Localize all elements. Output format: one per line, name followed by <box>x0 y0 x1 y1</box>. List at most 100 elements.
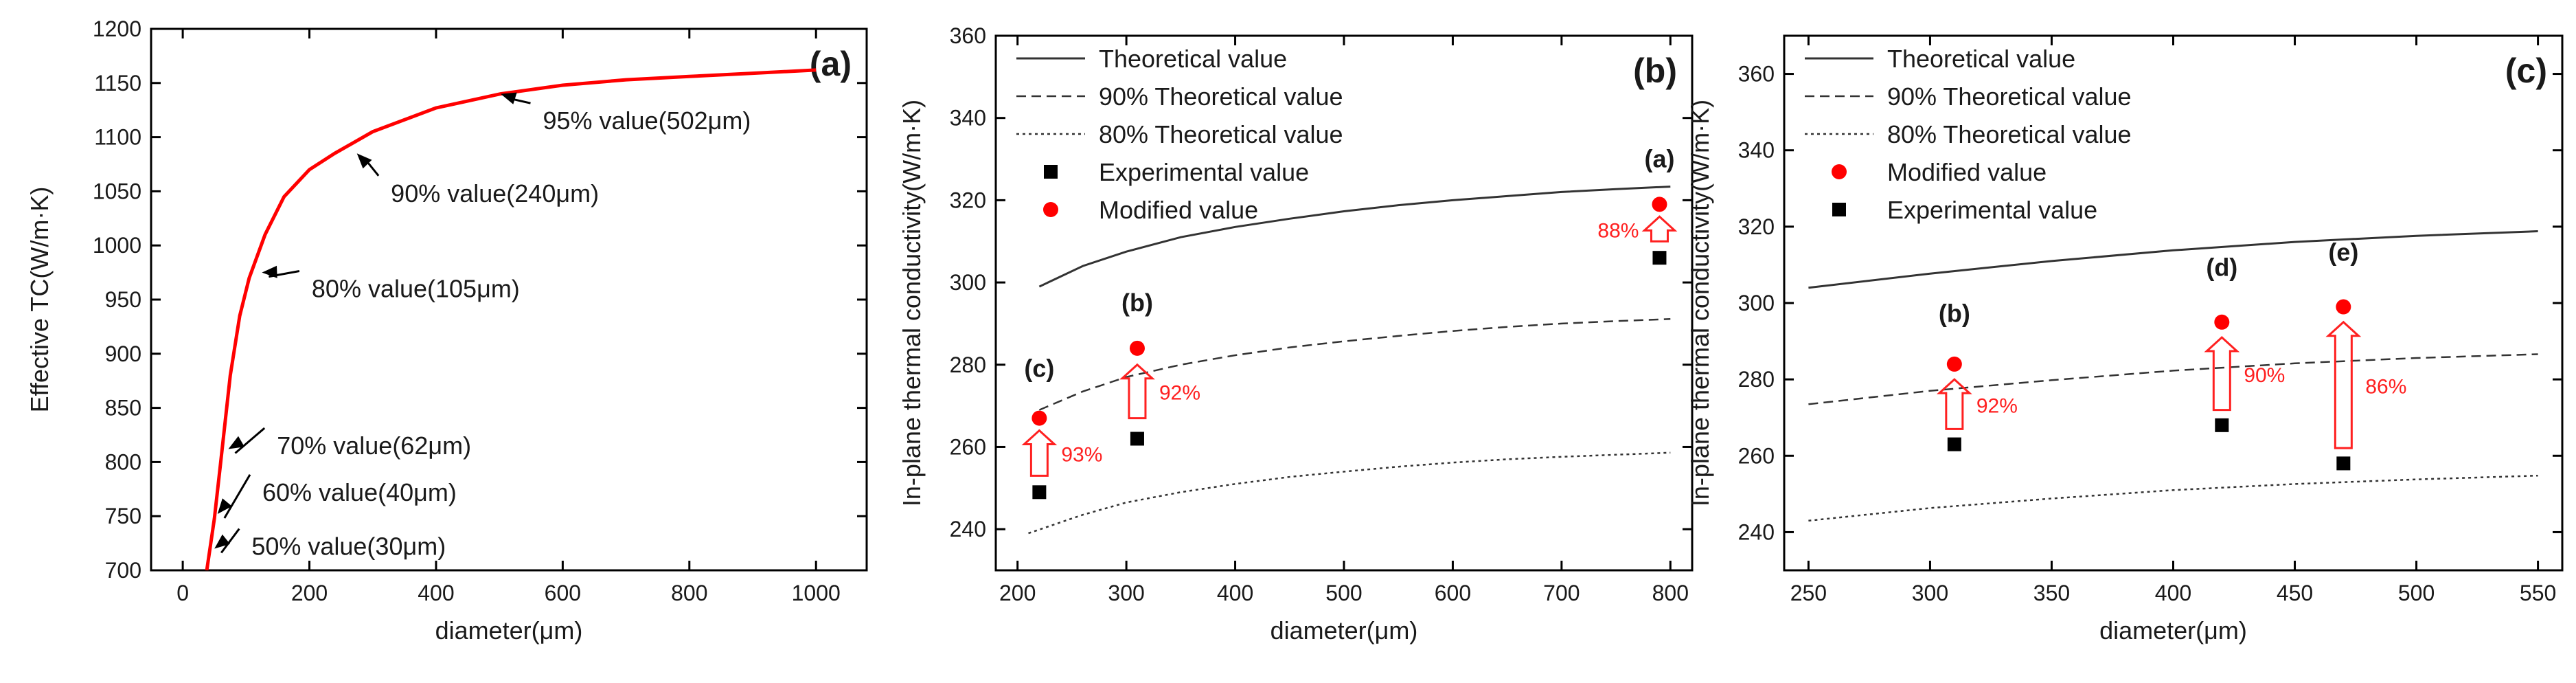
y-tick-label: 260 <box>950 434 986 459</box>
experimental-point <box>1032 485 1047 500</box>
annotation-label: 80% value(105μm) <box>312 274 520 302</box>
point-label: (e) <box>2328 238 2358 266</box>
x-tick-label: 200 <box>999 581 1036 605</box>
legend-label: 90% Theoretical value <box>1887 82 2132 111</box>
legend-label: 80% Theoretical value <box>1887 120 2132 148</box>
y-tick-label: 320 <box>1738 214 1775 239</box>
modified-point <box>2336 299 2351 315</box>
y-tick-label: 700 <box>105 558 141 583</box>
y-tick-label: 320 <box>950 188 986 212</box>
annotation-label: 95% value(502μm) <box>543 107 751 135</box>
x-tick-label: 800 <box>1652 581 1689 605</box>
x-tick-label: 450 <box>2277 581 2313 605</box>
improvement-arrow <box>1021 429 1058 477</box>
panel-label: (a) <box>810 45 852 83</box>
annotation-label: 70% value(62μm) <box>277 432 471 460</box>
experimental-point <box>2336 456 2351 471</box>
annotation-arrow-line <box>223 474 251 519</box>
percent-label: 88% <box>1597 219 1639 242</box>
modified-point <box>1652 197 1667 212</box>
experimental-point <box>1947 437 1961 451</box>
y-tick-label: 340 <box>1738 138 1775 163</box>
modified-point <box>2214 314 2230 330</box>
y-axis-label: In-plane thermal conductivity(W/m·K) <box>1686 100 1714 506</box>
modified-point <box>1129 340 1145 356</box>
percent-label: 92% <box>1976 394 2018 417</box>
y-tick-label: 1000 <box>93 233 141 258</box>
y-tick-label: 950 <box>105 287 141 312</box>
x-tick-label: 400 <box>2155 581 2191 605</box>
legend-label: Theoretical value <box>1099 45 1287 73</box>
point-label: (b) <box>1121 289 1153 317</box>
series-90-theoretical-value-line <box>1808 353 2538 405</box>
y-tick-label: 300 <box>950 270 986 295</box>
y-axis-label: In-plane thermal conductivity(W/m·K) <box>898 100 926 506</box>
series-80-theoretical-value-line <box>1028 451 1671 535</box>
y-tick-label: 260 <box>1738 443 1775 468</box>
legend-label: Experimental value <box>1099 158 1309 186</box>
experimental-point <box>2215 418 2229 432</box>
series-theoretical-value-line <box>1808 230 2538 289</box>
y-tick-label: 1050 <box>93 179 141 203</box>
annotation-arrow-line <box>220 528 240 554</box>
x-tick-label: 800 <box>671 581 707 605</box>
annotation-arrow-line <box>234 427 266 454</box>
annotation-arrow-head <box>262 265 277 278</box>
percent-label: 86% <box>2365 375 2406 398</box>
y-tick-label: 280 <box>1738 367 1775 392</box>
y-tick-label: 1150 <box>94 71 141 96</box>
x-tick-label: 300 <box>1912 581 1948 605</box>
x-tick-label: 400 <box>1217 581 1253 605</box>
modified-point <box>1946 356 1962 372</box>
experimental-point <box>1652 251 1667 265</box>
panel-label: (c) <box>2505 52 2547 90</box>
legend-label: Modified value <box>1099 196 1258 224</box>
annotation-arrow-head <box>501 92 517 104</box>
x-axis-label: diameter(μm) <box>2099 616 2247 645</box>
annotation-label: 60% value(40μm) <box>262 478 457 506</box>
point-label: (c) <box>1024 355 1054 383</box>
x-tick-label: 400 <box>418 581 454 605</box>
experimental-point <box>1130 432 1144 446</box>
x-tick-label: 250 <box>1790 581 1827 605</box>
y-tick-label: 800 <box>105 449 141 474</box>
point-label: (b) <box>1939 299 1970 327</box>
legend-marker-circle <box>1832 164 1847 179</box>
series-80-theoretical-value-line <box>1808 474 2538 522</box>
series-90-theoretical-value-line <box>1038 318 1671 411</box>
y-tick-label: 240 <box>1738 519 1775 544</box>
legend-label: 90% Theoretical value <box>1099 82 1343 111</box>
improvement-arrow <box>2325 320 2362 449</box>
x-tick-label: 600 <box>545 581 581 605</box>
panel-b: 200 300 400 500 600 700 800 240 260 280 300 320 340 3… <box>898 23 1694 645</box>
percent-label: 93% <box>1061 443 1102 466</box>
annotation-arrow-head <box>217 498 232 514</box>
x-tick-label: 550 <box>2520 581 2556 605</box>
x-tick-label: 700 <box>1543 581 1580 605</box>
legend-label: Experimental value <box>1887 196 2097 224</box>
annotation-arrow-head <box>228 436 244 449</box>
x-tick-label: 1000 <box>792 581 841 605</box>
panel-label: (b) <box>1633 52 1677 90</box>
legend-marker-square <box>1832 203 1846 216</box>
x-tick-label: 200 <box>291 581 328 605</box>
annotation-label: 50% value(30μm) <box>251 533 446 561</box>
series-theoretical-value-line <box>1038 186 1671 288</box>
annotation-arrow-head <box>356 153 372 169</box>
annotation-arrow-head <box>214 534 230 549</box>
y-tick-label: 300 <box>1738 291 1775 315</box>
annotation-label: 90% value(240μm) <box>391 179 599 208</box>
percent-label: 92% <box>1159 382 1200 405</box>
legend-label: 80% Theoretical value <box>1099 120 1343 148</box>
y-tick-label: 750 <box>105 504 141 528</box>
y-tick-label: 900 <box>105 342 141 366</box>
modified-point <box>1031 410 1047 426</box>
plot-frame <box>994 34 1694 572</box>
legend-label: Theoretical value <box>1887 45 2075 73</box>
series-effective-tc-line <box>205 68 817 570</box>
panel-a: 0 200 400 600 800 1000 700 750 800 850 900 950 1000 1… <box>25 16 868 645</box>
improvement-arrow <box>1641 215 1678 243</box>
panel-c: 250 300 350 400 450 500 550 240 260 280 300 320 340 3… <box>1686 34 2564 645</box>
y-tick-label: 1100 <box>94 125 141 150</box>
x-axis-label: diameter(μm) <box>435 616 583 645</box>
